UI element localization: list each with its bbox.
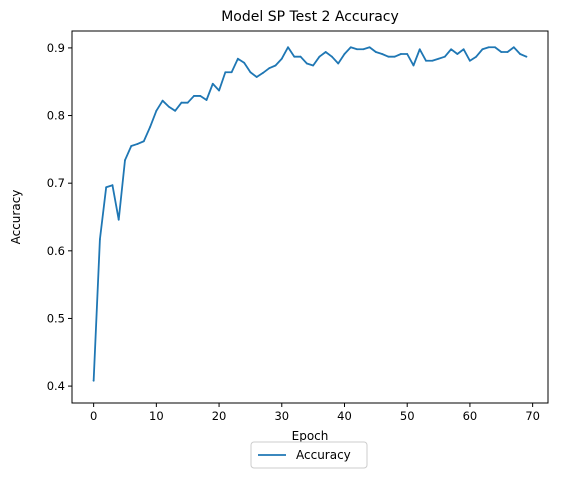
y-tick-label: 0.6 bbox=[47, 244, 65, 258]
data-point bbox=[381, 53, 384, 55]
y-tick-label: 0.5 bbox=[47, 311, 65, 325]
y-tick-label: 0.7 bbox=[47, 176, 65, 190]
data-point bbox=[425, 59, 427, 62]
data-point bbox=[318, 55, 321, 58]
data-point bbox=[111, 184, 114, 187]
legend: Accuracy bbox=[250, 441, 368, 469]
data-point bbox=[299, 55, 302, 58]
x-tick-label: 0 bbox=[90, 409, 97, 423]
data-point bbox=[312, 64, 315, 67]
data-point bbox=[193, 95, 195, 97]
series-line-accuracy bbox=[92, 46, 528, 382]
data-point bbox=[249, 71, 252, 74]
data-point bbox=[236, 57, 239, 60]
data-point bbox=[218, 89, 220, 92]
data-point bbox=[387, 55, 390, 58]
data-point bbox=[142, 140, 145, 143]
data-point bbox=[500, 51, 503, 53]
data-point bbox=[519, 53, 521, 55]
data-point bbox=[324, 51, 327, 53]
data-point bbox=[99, 238, 101, 241]
data-point bbox=[174, 109, 177, 112]
x-tick-label: 40 bbox=[337, 409, 352, 423]
data-point bbox=[481, 48, 484, 51]
data-point bbox=[431, 59, 434, 62]
y-tick-label: 0.9 bbox=[47, 41, 65, 55]
data-point bbox=[443, 55, 446, 58]
y-tick-label: 0.4 bbox=[47, 379, 65, 393]
data-point bbox=[437, 57, 440, 60]
data-point bbox=[506, 51, 509, 53]
data-point bbox=[105, 186, 108, 189]
data-point bbox=[287, 46, 289, 49]
y-axis-label: Accuracy bbox=[9, 190, 23, 245]
data-point bbox=[180, 101, 183, 104]
data-point bbox=[280, 57, 283, 60]
data-point bbox=[362, 48, 365, 51]
data-point bbox=[374, 51, 377, 53]
data-point bbox=[469, 59, 471, 62]
x-tick-label: 10 bbox=[149, 409, 164, 423]
data-point bbox=[224, 71, 227, 74]
data-point bbox=[92, 379, 95, 382]
data-point bbox=[525, 55, 528, 58]
data-point bbox=[186, 101, 189, 104]
data-point bbox=[149, 126, 151, 128]
data-point bbox=[331, 55, 333, 58]
plot-area bbox=[92, 46, 528, 382]
data-point bbox=[487, 46, 490, 49]
data-point bbox=[406, 53, 409, 55]
data-point bbox=[400, 53, 402, 55]
data-point bbox=[130, 145, 133, 147]
data-point bbox=[268, 67, 271, 70]
data-point bbox=[117, 218, 120, 221]
x-axis-ticks: 0 10 20 30 40 50 60 70 bbox=[90, 403, 540, 423]
chart-title: Model SP Test 2 Accuracy bbox=[221, 9, 399, 25]
data-point bbox=[456, 53, 459, 55]
data-point bbox=[337, 62, 340, 65]
x-tick-label: 50 bbox=[400, 409, 415, 423]
y-tick-label: 0.8 bbox=[47, 109, 65, 123]
data-point bbox=[393, 55, 396, 58]
data-point bbox=[161, 99, 164, 102]
data-point bbox=[293, 55, 296, 58]
data-point bbox=[462, 48, 465, 51]
legend-entry-accuracy: Accuracy bbox=[296, 448, 351, 462]
data-point bbox=[368, 46, 371, 49]
data-point bbox=[512, 46, 515, 49]
data-point bbox=[155, 109, 158, 112]
data-point bbox=[199, 95, 202, 97]
data-point bbox=[136, 143, 139, 145]
data-point bbox=[418, 48, 421, 51]
data-point bbox=[243, 61, 246, 64]
y-axis-ticks: 0.4 0.5 0.6 0.7 0.8 0.9 bbox=[47, 41, 72, 393]
data-point bbox=[343, 53, 346, 55]
data-point bbox=[356, 48, 358, 51]
data-point bbox=[349, 46, 352, 49]
data-point bbox=[475, 55, 478, 58]
x-tick-label: 20 bbox=[212, 409, 227, 423]
data-point bbox=[262, 72, 264, 74]
axes-frame bbox=[71, 30, 549, 404]
data-point bbox=[205, 99, 208, 101]
x-tick-label: 60 bbox=[463, 409, 478, 423]
data-point bbox=[167, 105, 170, 108]
x-tick-label: 70 bbox=[525, 409, 540, 423]
data-point bbox=[494, 46, 496, 49]
data-point bbox=[124, 159, 126, 162]
data-point bbox=[450, 48, 453, 51]
legend-box bbox=[250, 441, 368, 469]
x-tick-label: 30 bbox=[274, 409, 289, 423]
data-point bbox=[305, 62, 308, 65]
data-point bbox=[211, 82, 214, 85]
data-point bbox=[230, 71, 233, 74]
data-point bbox=[412, 64, 415, 67]
x-axis-label: Epoch bbox=[292, 429, 329, 443]
data-point bbox=[255, 76, 258, 78]
data-point bbox=[274, 64, 277, 67]
